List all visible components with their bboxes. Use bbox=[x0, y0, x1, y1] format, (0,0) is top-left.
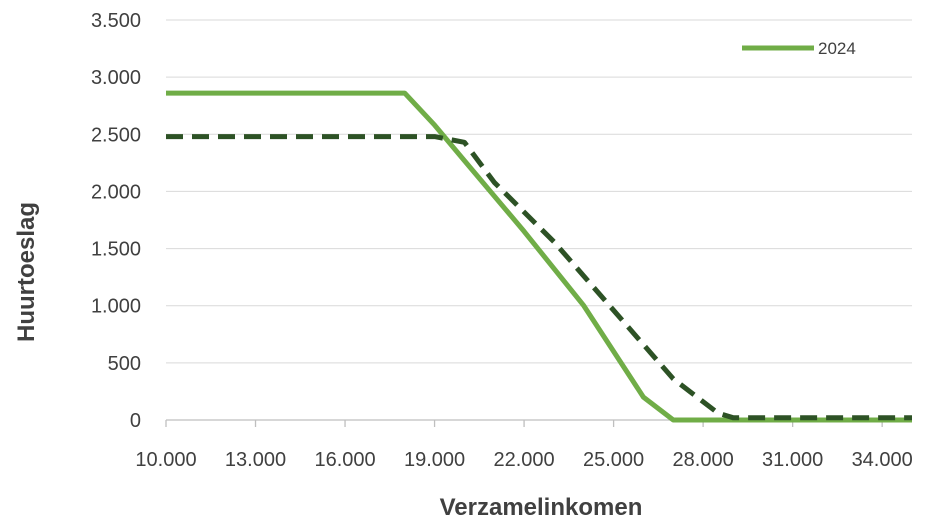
x-tick-label: 22.000 bbox=[493, 449, 554, 471]
x-tick-label: 10.000 bbox=[135, 449, 196, 471]
y-tick-label: 1.500 bbox=[91, 239, 141, 261]
series-lines bbox=[166, 90, 912, 423]
x-tick-label: 16.000 bbox=[314, 449, 375, 471]
series-line-2024 bbox=[166, 90, 912, 423]
y-tick-label: 1.000 bbox=[91, 296, 141, 318]
y-tick-label: 2.000 bbox=[91, 181, 141, 203]
x-tick-label: 28.000 bbox=[673, 449, 734, 471]
y-tick-label: 0 bbox=[130, 410, 141, 432]
x-tick-label: 19.000 bbox=[404, 449, 465, 471]
x-tick-label: 31.000 bbox=[762, 449, 823, 471]
x-tick-label: 34.000 bbox=[852, 449, 913, 471]
y-tick-label: 500 bbox=[108, 353, 141, 375]
legend-label-2024: 2024 bbox=[818, 39, 856, 58]
x-tick-label: 13.000 bbox=[225, 449, 286, 471]
y-tick-label: 2.500 bbox=[91, 124, 141, 146]
y-tick-labels: 0 500 1.000 1.500 2.000 2.500 3.000 3.500 bbox=[91, 10, 141, 432]
x-axis-title: Verzamelinkomen bbox=[440, 494, 643, 521]
series-line-dashed bbox=[166, 134, 912, 421]
x-tick-labels: 10.000 13.000 16.000 19.000 22.000 25.000 28.0… bbox=[135, 449, 912, 471]
y-tick-label: 3.000 bbox=[91, 67, 141, 89]
legend: 2024 bbox=[742, 39, 856, 58]
x-tick-label: 25.000 bbox=[583, 449, 644, 471]
y-tick-label: 3.500 bbox=[91, 10, 141, 32]
y-axis-title: Huurtoeslag bbox=[13, 202, 40, 342]
gridlines bbox=[166, 19, 912, 364]
